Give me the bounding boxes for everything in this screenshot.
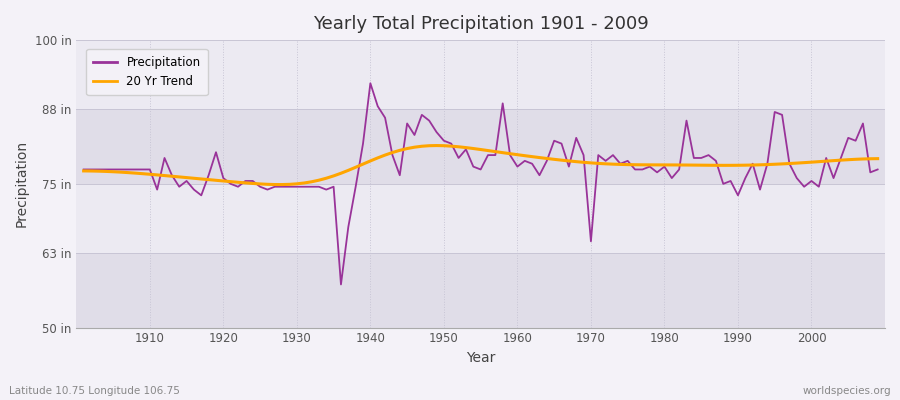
Bar bbox=[76, 40, 885, 109]
Text: worldspecies.org: worldspecies.org bbox=[803, 386, 891, 396]
Title: Yearly Total Precipitation 1901 - 2009: Yearly Total Precipitation 1901 - 2009 bbox=[313, 15, 649, 33]
X-axis label: Year: Year bbox=[466, 351, 495, 365]
Bar bbox=[76, 184, 885, 253]
Y-axis label: Precipitation: Precipitation bbox=[15, 140, 29, 228]
Bar bbox=[76, 253, 885, 328]
Bar bbox=[76, 109, 885, 184]
Legend: Precipitation, 20 Yr Trend: Precipitation, 20 Yr Trend bbox=[86, 49, 208, 95]
Text: Latitude 10.75 Longitude 106.75: Latitude 10.75 Longitude 106.75 bbox=[9, 386, 180, 396]
